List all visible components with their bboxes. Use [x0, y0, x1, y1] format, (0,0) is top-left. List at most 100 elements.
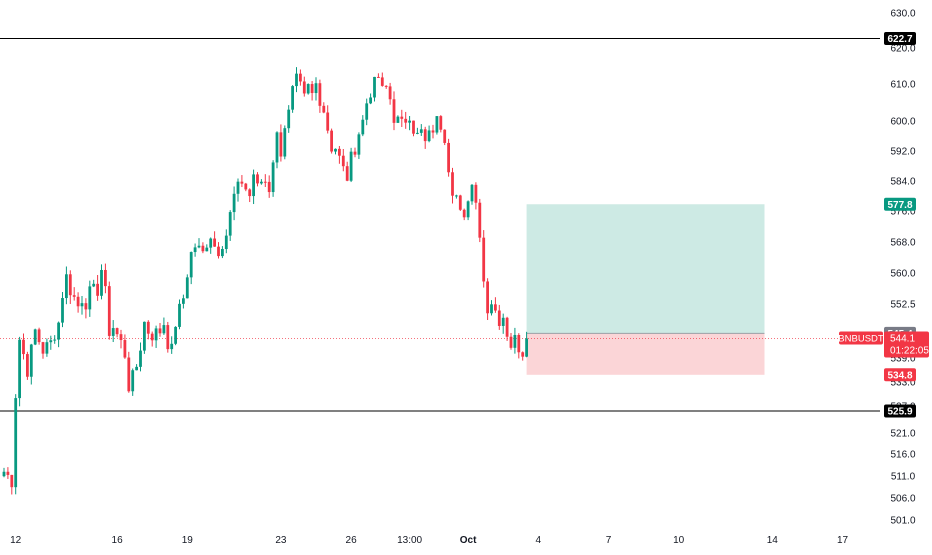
candle-body	[150, 333, 154, 341]
x-axis-tick-label: 26	[346, 535, 358, 546]
stop-price-tag-bg	[884, 368, 916, 382]
candle-body	[107, 286, 111, 336]
candle-body	[306, 84, 310, 94]
candle-body	[197, 245, 201, 248]
candle-body	[377, 76, 380, 78]
candle-body	[182, 298, 185, 304]
candle-body	[404, 118, 408, 123]
candle-body	[162, 325, 166, 334]
candle-body	[310, 84, 314, 94]
y-axis-tick-label: 521.0	[890, 429, 915, 440]
candle-body	[146, 321, 150, 334]
candle-body	[474, 184, 478, 203]
current-price-value: 544.1	[890, 333, 915, 344]
candle-body	[193, 247, 197, 253]
candle-body	[345, 166, 349, 181]
candle-body	[166, 325, 170, 350]
candle-body	[65, 274, 68, 299]
x-axis-tick-label: 12	[10, 535, 22, 546]
y-axis-tick-label: 600.0	[890, 117, 915, 128]
y-axis-tick-label: 511.0	[891, 472, 916, 483]
candle-body	[380, 77, 384, 86]
symbol-tag-bg	[839, 331, 883, 345]
level-price-tag-bg	[884, 404, 916, 418]
candle-body	[447, 142, 450, 173]
candle-body	[478, 202, 482, 238]
candle-body	[396, 116, 400, 123]
x-axis-tick-label: 13:00	[397, 535, 422, 546]
candle-body	[178, 303, 181, 327]
candle-body	[295, 73, 298, 87]
candle-body	[217, 246, 220, 257]
candle-body	[439, 116, 443, 130]
candle-body	[228, 212, 232, 236]
candle-body	[127, 357, 131, 392]
target-price-tag-bg	[884, 197, 916, 211]
candle-body	[322, 105, 326, 113]
candle-body	[76, 296, 80, 307]
x-axis-tick-label: 7	[606, 535, 612, 546]
candle-body	[462, 209, 466, 218]
candle-body	[357, 134, 361, 155]
loss-zone	[526, 333, 765, 375]
candle-body	[427, 130, 431, 142]
candle-body	[68, 274, 72, 296]
profit-zone	[526, 204, 765, 334]
candle-body	[423, 129, 427, 142]
candle-body	[189, 252, 193, 278]
candle-body	[131, 370, 135, 392]
candle-body	[326, 112, 330, 131]
y-axis-tick-label: 610.0	[890, 80, 915, 91]
candle-body	[384, 85, 388, 87]
candle-body	[435, 116, 439, 133]
candle-body	[115, 328, 119, 335]
candle-body	[525, 338, 528, 357]
candle-body	[209, 238, 213, 248]
candle-body	[18, 339, 21, 399]
candle-body	[213, 238, 216, 247]
candle-body	[185, 277, 189, 299]
candle-body	[388, 86, 392, 100]
candle-body	[236, 181, 240, 194]
candle-body	[10, 474, 14, 488]
candle-body	[72, 295, 76, 297]
level-price-tag: 525.9	[887, 406, 912, 417]
candle-body	[408, 120, 411, 123]
candle-body	[14, 398, 18, 488]
candle-body	[338, 148, 341, 156]
y-axis-tick-label: 576.0	[890, 207, 915, 218]
candle-body	[373, 76, 376, 98]
candle-body	[521, 352, 525, 357]
x-axis-tick-label: 4	[536, 535, 542, 546]
candle-body	[6, 471, 10, 475]
candle-body	[365, 103, 369, 120]
x-axis-tick-label: 14	[767, 535, 779, 546]
candle-body	[33, 329, 37, 345]
y-axis-tick-label: 539.0	[890, 354, 915, 365]
horizontal-levels	[0, 38, 880, 412]
candle-body	[443, 129, 447, 143]
candle-body	[174, 326, 177, 344]
y-axis-tick-label: 506.0	[890, 494, 915, 505]
candle-body	[361, 119, 365, 135]
candle-body	[96, 283, 99, 296]
candle-body	[349, 151, 353, 181]
time-axis: 12 16 19 23 26 13:00 Oct 4 7 10 14 17	[10, 535, 848, 546]
candle-body	[170, 343, 174, 350]
candle-body	[37, 329, 41, 343]
countdown-timer: 01:22:05	[890, 345, 929, 356]
y-axis-tick-label: 620.0	[890, 44, 915, 55]
candle-body	[53, 339, 57, 341]
level-price-tag: 622.7	[887, 34, 912, 45]
candle-body	[260, 181, 263, 184]
candle-body	[470, 184, 474, 202]
candle-body	[302, 81, 306, 94]
candle-body	[287, 109, 291, 129]
candle-body	[451, 172, 454, 196]
candle-body	[466, 201, 470, 218]
x-axis-tick-label: 10	[673, 535, 685, 546]
candle-body	[299, 73, 302, 82]
candle-body	[57, 322, 60, 340]
